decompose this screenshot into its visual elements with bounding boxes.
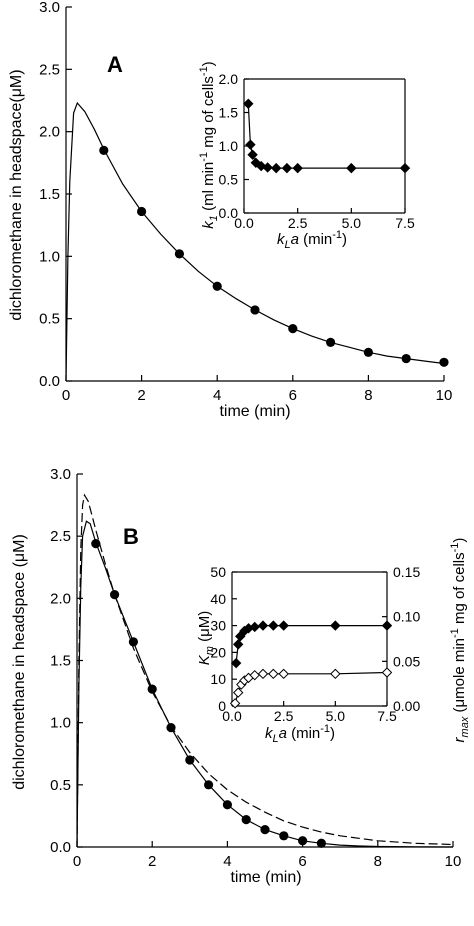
series-line <box>247 103 405 169</box>
y-tick-label: 0 <box>218 698 226 714</box>
x-tick-label: 7.5 <box>377 708 397 724</box>
x-tick-label: 4 <box>213 387 221 404</box>
data-point-filled-diamond <box>230 657 242 669</box>
x-tick-label: 2.5 <box>274 708 294 724</box>
y-tick-label: 0.5 <box>219 172 239 188</box>
x-tick-label: 6 <box>289 387 297 404</box>
x-tick-label: 8 <box>374 853 382 870</box>
panel-label: A <box>107 52 123 77</box>
x-tick-label: 6 <box>298 853 306 870</box>
y2-tick-label: 0.00 <box>393 698 420 714</box>
data-point-filled-diamond <box>346 162 357 174</box>
data-point-filled-diamond <box>257 620 269 631</box>
data-point-open-diamond <box>229 698 241 709</box>
y-axis-label: Km (μM) <box>196 611 216 665</box>
x-tick-label: 5.0 <box>342 215 362 231</box>
y-tick-label: 0.5 <box>50 777 71 794</box>
data-point-open-diamond <box>381 667 393 678</box>
data-point-filled-diamond <box>399 162 411 174</box>
data-point-filled-diamond <box>232 639 244 650</box>
y-tick-label: 1.5 <box>50 653 71 670</box>
data-point-filled-diamond <box>247 149 258 160</box>
y-tick-label: 2.0 <box>39 124 60 141</box>
y-tick-label: 1.5 <box>39 186 60 203</box>
data-point-open-diamond <box>249 669 260 681</box>
y-tick-label: 20 <box>210 644 226 660</box>
y-tick-label: 3.0 <box>50 466 71 483</box>
y-tick-label: 0.0 <box>39 373 60 390</box>
y-tick-label: 30 <box>210 618 226 634</box>
data-point <box>99 145 109 155</box>
panel-label: B <box>123 524 139 549</box>
data-point <box>439 357 449 367</box>
x-tick-label: 2 <box>148 853 156 870</box>
y-tick-label: 0.0 <box>219 205 239 221</box>
y-axis-label: dichloromethane in headspace(μM) <box>8 69 25 320</box>
x-tick-label: 10 <box>445 853 462 870</box>
data-point-filled-diamond <box>268 620 279 631</box>
data-point-filled-diamond <box>292 162 303 174</box>
x-axis-label: kLa (min-1) <box>277 229 347 251</box>
x-tick-label: 5.0 <box>326 708 346 724</box>
fit-curve-solid <box>76 520 454 848</box>
x-tick-label: 0.0 <box>222 708 242 724</box>
fit-curve-solid <box>65 101 445 382</box>
y-tick-label: 1.0 <box>219 138 239 154</box>
y-tick-label: 2.5 <box>39 61 60 78</box>
y-tick-label: 0.5 <box>39 311 60 328</box>
y-tick-label: 1.0 <box>50 715 71 732</box>
data-point-filled-diamond <box>270 162 282 174</box>
y-tick-label: 40 <box>210 591 226 607</box>
x-tick-label: 0 <box>73 853 81 870</box>
fit-curve-dashed <box>76 493 454 848</box>
x-tick-label: 2 <box>137 387 145 404</box>
y2-axis-label: rmax (μmole min-1 mg of cells-1) <box>449 538 471 743</box>
y-tick-label: 2.5 <box>50 528 71 545</box>
x-tick-label: 0 <box>62 387 70 404</box>
x-tick-label: 7.5 <box>395 215 415 231</box>
x-axis-label: time (min) <box>219 403 290 420</box>
y-tick-label: 1.0 <box>39 248 60 265</box>
data-point-filled-diamond <box>330 620 341 631</box>
y-tick-label: 1.5 <box>219 105 239 121</box>
data-point-open-diamond <box>330 668 341 680</box>
y-tick-label: 10 <box>210 671 226 687</box>
data-point-filled-diamond <box>381 620 393 631</box>
data-point-filled-diamond <box>249 621 260 633</box>
x-axis-label: time (min) <box>230 869 301 886</box>
y-tick-label: 3.0 <box>39 0 60 16</box>
x-tick-label: 2.5 <box>288 215 308 231</box>
y-axis-label: dichloromethane in headspace (μM) <box>11 534 28 790</box>
data-point-open-diamond <box>268 668 279 680</box>
y-tick-label: 2.0 <box>219 71 239 87</box>
data-point-filled-diamond <box>281 162 293 174</box>
x-tick-label: 10 <box>436 387 453 404</box>
data-point-filled-diamond <box>262 162 273 173</box>
y2-tick-label: 0.05 <box>393 653 420 669</box>
x-tick-label: 8 <box>364 387 372 404</box>
x-axis-label: kLa (min-1) <box>265 723 335 745</box>
y-tick-label: 0.0 <box>50 839 71 856</box>
data-point-open-diamond <box>257 668 269 680</box>
y-tick-label: 2.0 <box>50 590 71 607</box>
y-tick-label: 50 <box>210 564 226 580</box>
series-line <box>235 625 387 664</box>
y-axis-label: k1 (ml min-1 mg of cells-1) <box>198 61 220 228</box>
data-point-filled-diamond <box>250 157 262 168</box>
data-point-open-diamond <box>232 687 244 698</box>
x-tick-label: 0.0 <box>234 215 254 231</box>
data-point-filled-diamond <box>245 139 256 150</box>
x-tick-label: 4 <box>223 853 231 870</box>
y2-tick-label: 0.15 <box>393 564 420 580</box>
data-point-filled-diamond <box>278 620 289 631</box>
data-point-open-diamond <box>278 668 289 680</box>
data-point-filled-diamond <box>243 98 254 109</box>
y2-tick-label: 0.10 <box>393 609 420 625</box>
